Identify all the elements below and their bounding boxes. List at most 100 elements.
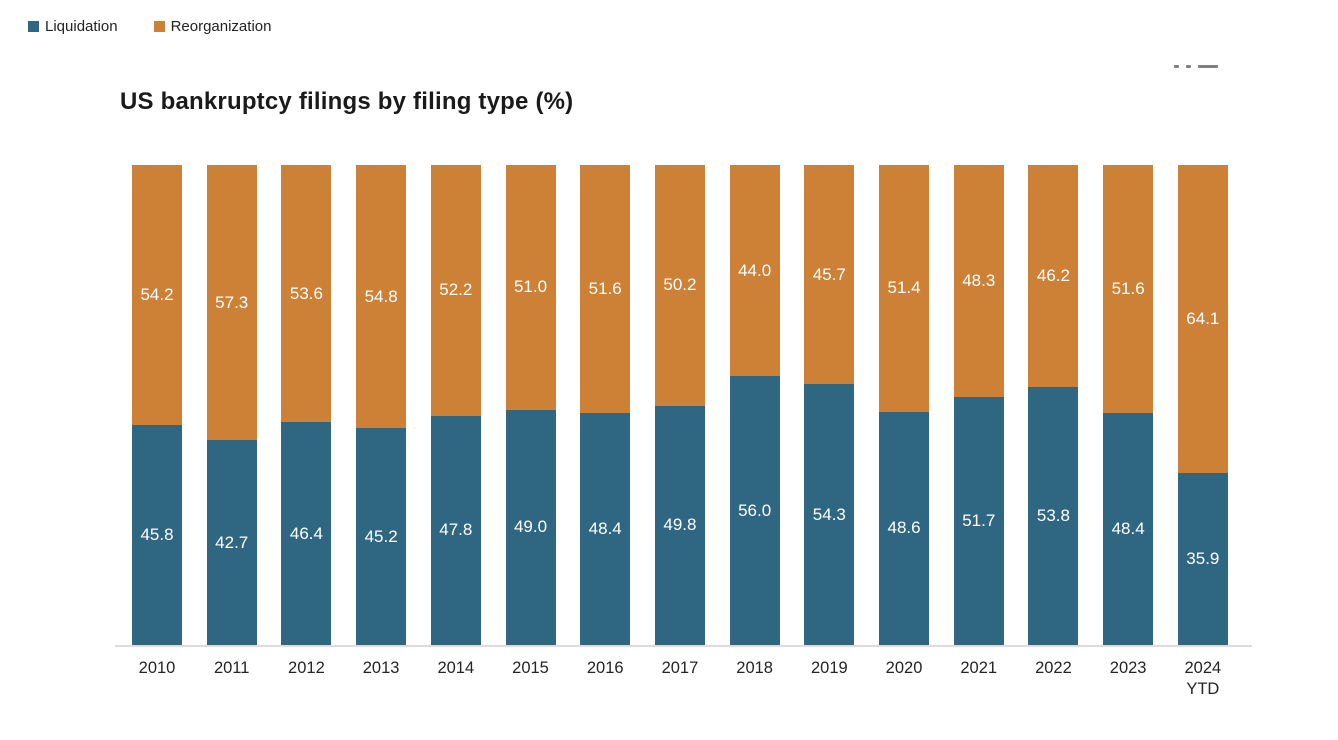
x-axis-label: 2019 <box>810 659 848 677</box>
x-axis-label: 2012 <box>288 659 325 677</box>
x-axis-label: 2018 <box>736 659 773 677</box>
bar-stack: 45.7 54.3 <box>804 165 855 645</box>
bar-column: 52.2 47.8 2014 <box>430 165 481 701</box>
bar-stack: 51.6 48.4 <box>1103 165 1154 645</box>
bar-stack: 51.6 48.4 <box>580 165 631 645</box>
bar-segment-liquidation: 51.7 <box>953 396 1004 645</box>
x-axis-label: 2011 <box>213 659 250 677</box>
legend-label-reorganization: Reorganization <box>170 18 272 35</box>
bar-segment-reorganization: 48.3 <box>953 165 1004 397</box>
bar-segment-liquidation: 48.6 <box>879 411 930 645</box>
bar-stack: 57.3 42.7 <box>206 165 257 645</box>
bar-stack: 54.8 45.2 <box>356 165 407 645</box>
liquidation-swatch-icon <box>28 21 39 32</box>
x-axis-label: 2020 <box>885 659 923 677</box>
bar-column: 46.2 53.8 2022 <box>1028 165 1079 701</box>
bar-stack: 53.6 46.4 <box>281 165 332 645</box>
value-label: 51.4 <box>887 278 921 298</box>
bar-stack: 46.2 53.8 <box>1028 165 1079 645</box>
bar-segment-reorganization: 54.8 <box>356 165 407 429</box>
bar-segment-liquidation: 49.8 <box>654 405 705 645</box>
bar-segment-reorganization: 52.2 <box>430 165 481 416</box>
bar-segment-reorganization: 44.0 <box>729 165 780 377</box>
value-label: 45.2 <box>364 526 398 546</box>
value-label: 48.4 <box>1111 518 1145 538</box>
legend-item-reorganization: Reorganization <box>153 18 272 35</box>
value-label: 48.4 <box>588 518 622 538</box>
bar-stack: 48.3 51.7 <box>953 165 1004 645</box>
value-label: 46.4 <box>289 523 323 543</box>
bar-column: 44.0 56.0 2018 <box>729 165 780 701</box>
value-label: 48.6 <box>887 518 921 538</box>
bar-column: 51.6 48.4 2023 <box>1103 165 1154 701</box>
value-label: 48.3 <box>962 270 996 290</box>
bar-segment-reorganization: 51.6 <box>1103 165 1154 413</box>
bar-segment-liquidation: 47.8 <box>430 415 481 645</box>
value-label: 45.8 <box>140 525 174 545</box>
value-label: 51.0 <box>513 277 548 297</box>
bar-stack: 44.0 56.0 <box>729 165 780 645</box>
value-label: 47.8 <box>439 520 473 540</box>
bar-segment-reorganization: 46.2 <box>1028 165 1079 387</box>
chart-title: US bankruptcy filings by filing type (%) <box>120 88 574 115</box>
value-label: 54.3 <box>812 504 846 524</box>
bar-segment-liquidation: 56.0 <box>729 376 780 645</box>
bar-segment-liquidation: 53.8 <box>1028 386 1079 645</box>
value-label: 57.3 <box>215 292 249 312</box>
bar-segment-liquidation: 46.4 <box>281 422 332 645</box>
bar-stack: 51.4 48.6 <box>879 165 930 645</box>
bar-column: 54.2 45.8 2010 <box>132 165 182 701</box>
value-label: 51.7 <box>962 510 996 530</box>
bar-column: 53.6 46.4 2012 <box>281 165 332 701</box>
legend-label-liquidation: Liquidation <box>45 18 118 35</box>
value-label: 51.6 <box>588 278 622 298</box>
bar-segment-reorganization: 50.2 <box>654 165 705 406</box>
x-axis-label: 2013 <box>362 659 400 677</box>
x-axis-label: 2017 <box>661 659 699 677</box>
value-label: 52.2 <box>439 280 473 300</box>
bar-segment-liquidation: 49.0 <box>505 409 556 645</box>
x-axis-label: 2024 YTD <box>1184 659 1222 699</box>
plot-area: 54.2 45.8 2010 57.3 42.7 2011 53.6 46.4 2012 54.8… <box>132 165 1228 701</box>
bar-column: 57.3 42.7 2011 <box>206 165 257 701</box>
bar-column: 50.2 49.8 2017 <box>654 165 705 701</box>
reorganization-swatch-icon <box>153 21 165 32</box>
bar-column: 64.1 35.9 2024 YTD <box>1177 165 1228 701</box>
value-label: 53.8 <box>1036 505 1070 525</box>
value-label: 44.0 <box>738 260 772 280</box>
bar-stack: 51.0 49.0 <box>505 165 556 645</box>
x-axis-line <box>115 645 1252 647</box>
x-axis-label: 2022 <box>1035 659 1072 677</box>
x-axis-label: 2015 <box>512 659 549 677</box>
bar-segment-liquidation: 45.8 <box>132 425 182 645</box>
bar-stack: 54.2 45.8 <box>132 165 182 645</box>
bar-segment-reorganization: 45.7 <box>804 165 855 385</box>
bar-segment-reorganization: 51.4 <box>879 165 930 412</box>
bar-stack: 52.2 47.8 <box>430 165 481 645</box>
legend: Liquidation Reorganization <box>28 18 271 35</box>
value-label: 45.7 <box>812 264 846 284</box>
bar-segment-reorganization: 51.6 <box>580 165 631 413</box>
bar-segment-liquidation: 54.3 <box>804 384 855 645</box>
value-label: 49.8 <box>663 515 697 535</box>
value-label: 35.9 <box>1186 548 1220 568</box>
bar-column: 45.7 54.3 2019 <box>804 165 855 701</box>
bar-stack: 50.2 49.8 <box>654 165 705 645</box>
bar-column: 51.6 48.4 2016 <box>580 165 631 701</box>
bar-segment-liquidation: 48.4 <box>580 412 631 645</box>
value-label: 49.0 <box>513 517 548 537</box>
legend-item-liquidation: Liquidation <box>28 18 118 35</box>
bar-segment-liquidation: 48.4 <box>1103 412 1154 645</box>
bar-column: 48.3 51.7 2021 <box>953 165 1004 701</box>
bar-segment-reorganization: 53.6 <box>281 165 332 423</box>
x-axis-label: 2023 <box>1109 659 1147 677</box>
bar-segment-liquidation: 45.2 <box>356 428 407 645</box>
bar-segment-liquidation: 42.7 <box>206 440 257 645</box>
value-label: 50.2 <box>663 275 697 295</box>
cropped-text-artifact <box>1174 65 1218 70</box>
bar-segment-liquidation: 35.9 <box>1177 472 1228 645</box>
bar-stack: 64.1 35.9 <box>1177 165 1228 645</box>
value-label: 54.2 <box>140 285 174 305</box>
value-label: 51.6 <box>1111 278 1145 298</box>
value-label: 53.6 <box>289 283 323 303</box>
